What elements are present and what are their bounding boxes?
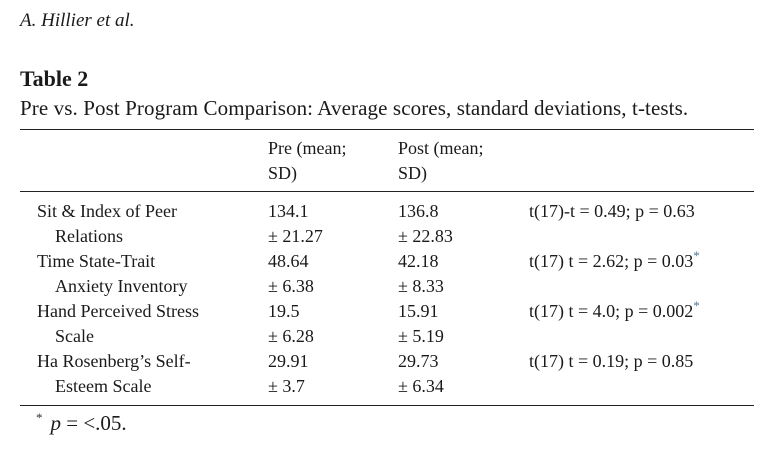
- header-post: Post (mean; SD): [398, 136, 484, 186]
- table-top-rule: [20, 129, 754, 130]
- running-head: A. Hillier et al.: [20, 10, 135, 31]
- row-0-measure: Sit & Index of Peer Relations: [37, 199, 177, 249]
- row-3-post-sd: ± 6.34: [398, 376, 444, 396]
- row-0-stat-text: t(17)-t = 0.49; p = 0.63: [529, 201, 695, 221]
- row-3-measure-line2: Esteem Scale: [55, 376, 152, 396]
- row-1-pre-sd: ± 6.38: [268, 276, 314, 296]
- footnote-p-symbol: p: [50, 411, 62, 435]
- row-3-post-mean: 29.73: [398, 351, 439, 371]
- row-0-measure-line1: Sit & Index of Peer: [37, 201, 177, 221]
- row-2-stat: t(17) t = 4.0; p = 0.002*: [529, 299, 700, 324]
- row-1-post-sd: ± 8.33: [398, 276, 444, 296]
- row-0-post-mean: 136.8: [398, 201, 439, 221]
- row-0-measure-line2: Relations: [55, 226, 123, 246]
- table-caption: Pre vs. Post Program Comparison: Average…: [20, 96, 689, 120]
- row-1-post-mean: 42.18: [398, 251, 439, 271]
- row-2-post-sd: ± 5.19: [398, 326, 444, 346]
- header-pre-line2: SD): [268, 163, 298, 183]
- row-0-pre: 134.1 ± 21.27: [268, 199, 323, 249]
- header-pre-line1: Pre (mean;: [268, 138, 347, 158]
- row-0-pre-mean: 134.1: [268, 201, 309, 221]
- row-1-stat: t(17) t = 2.62; p = 0.03*: [529, 249, 700, 274]
- row-2-pre: 19.5 ± 6.28: [268, 299, 314, 349]
- header-pre: Pre (mean; SD): [268, 136, 346, 186]
- header-post-line2: SD): [398, 163, 428, 183]
- table-label: Table 2: [20, 66, 89, 91]
- row-2-measure-line2: Scale: [55, 326, 94, 346]
- row-1-measure-line2: Anxiety Inventory: [55, 276, 188, 296]
- row-2-measure-line1: Hand Perceived Stress: [37, 301, 199, 321]
- row-1-significance-mark: *: [693, 248, 700, 263]
- row-3-stat-text: t(17) t = 0.19; p = 0.85: [529, 351, 694, 371]
- row-2-post: 15.91 ± 5.19: [398, 299, 444, 349]
- row-3-measure-line1: Ha Rosenberg’s Self-: [37, 351, 191, 371]
- row-3-stat: t(17) t = 0.19; p = 0.85: [529, 349, 693, 374]
- row-3-measure: Ha Rosenberg’s Self- Esteem Scale: [37, 349, 191, 399]
- table-header-rule: [20, 191, 754, 192]
- footnote-mark: *: [36, 410, 43, 425]
- row-1-measure-line1: Time State-Trait: [37, 251, 156, 271]
- row-1-pre: 48.64 ± 6.38: [268, 249, 314, 299]
- row-0-stat: t(17)-t = 0.49; p = 0.63: [529, 199, 695, 224]
- row-2-significance-mark: *: [693, 298, 700, 313]
- row-3-pre-mean: 29.91: [268, 351, 309, 371]
- row-0-post: 136.8 ± 22.83: [398, 199, 453, 249]
- row-3-pre: 29.91 ± 3.7: [268, 349, 309, 399]
- row-0-pre-sd: ± 21.27: [268, 226, 323, 246]
- row-0-post-sd: ± 22.83: [398, 226, 453, 246]
- table-bottom-rule: [20, 405, 754, 406]
- footnote-text: = <.05.: [61, 411, 127, 435]
- row-1-stat-text: t(17) t = 2.62; p = 0.03: [529, 251, 694, 271]
- row-2-post-mean: 15.91: [398, 301, 439, 321]
- row-1-pre-mean: 48.64: [268, 251, 309, 271]
- row-2-stat-text: t(17) t = 4.0; p = 0.002: [529, 301, 694, 321]
- row-2-pre-sd: ± 6.28: [268, 326, 314, 346]
- row-1-measure: Time State-Trait Anxiety Inventory: [37, 249, 187, 299]
- row-3-pre-sd: ± 3.7: [268, 376, 305, 396]
- row-3-post: 29.73 ± 6.34: [398, 349, 444, 399]
- row-2-pre-mean: 19.5: [268, 301, 300, 321]
- table-footnote: * p = <.05.: [36, 410, 127, 436]
- row-2-measure: Hand Perceived Stress Scale: [37, 299, 199, 349]
- row-1-post: 42.18 ± 8.33: [398, 249, 444, 299]
- header-post-line1: Post (mean;: [398, 138, 484, 158]
